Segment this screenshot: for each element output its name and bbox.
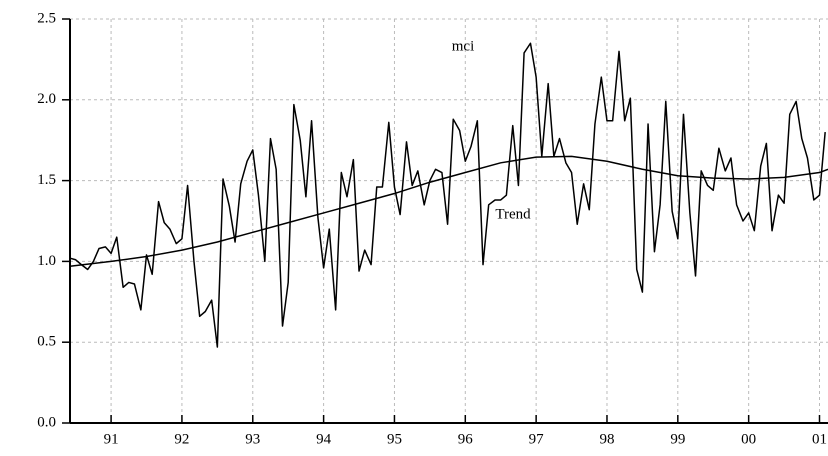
- x-tick-label: 95: [387, 431, 402, 447]
- x-tick-label: 93: [245, 431, 260, 447]
- series-line: [69, 155, 828, 267]
- x-tick-label: 01: [812, 431, 827, 447]
- x-tick-label: 98: [599, 431, 614, 447]
- x-tick-label: 92: [174, 431, 189, 447]
- x-tick-label: 97: [529, 431, 545, 447]
- y-tick-label: 0.0: [37, 414, 56, 430]
- y-tick-label: 2.0: [37, 91, 56, 107]
- x-tick-label: 96: [458, 431, 474, 447]
- x-tick-label: 00: [741, 431, 756, 447]
- series-label: mci: [452, 38, 475, 54]
- x-tick-label: 91: [104, 431, 119, 447]
- series-label: Trend: [495, 206, 531, 222]
- x-tick-label: 99: [670, 431, 685, 447]
- y-tick-label: 2.5: [37, 10, 56, 26]
- x-tick-label: 94: [316, 431, 332, 447]
- y-tick-label: 1.0: [37, 253, 56, 269]
- y-tick-label: 1.5: [37, 172, 56, 188]
- y-tick-label: 0.5: [37, 334, 56, 350]
- series-line: [69, 42, 826, 348]
